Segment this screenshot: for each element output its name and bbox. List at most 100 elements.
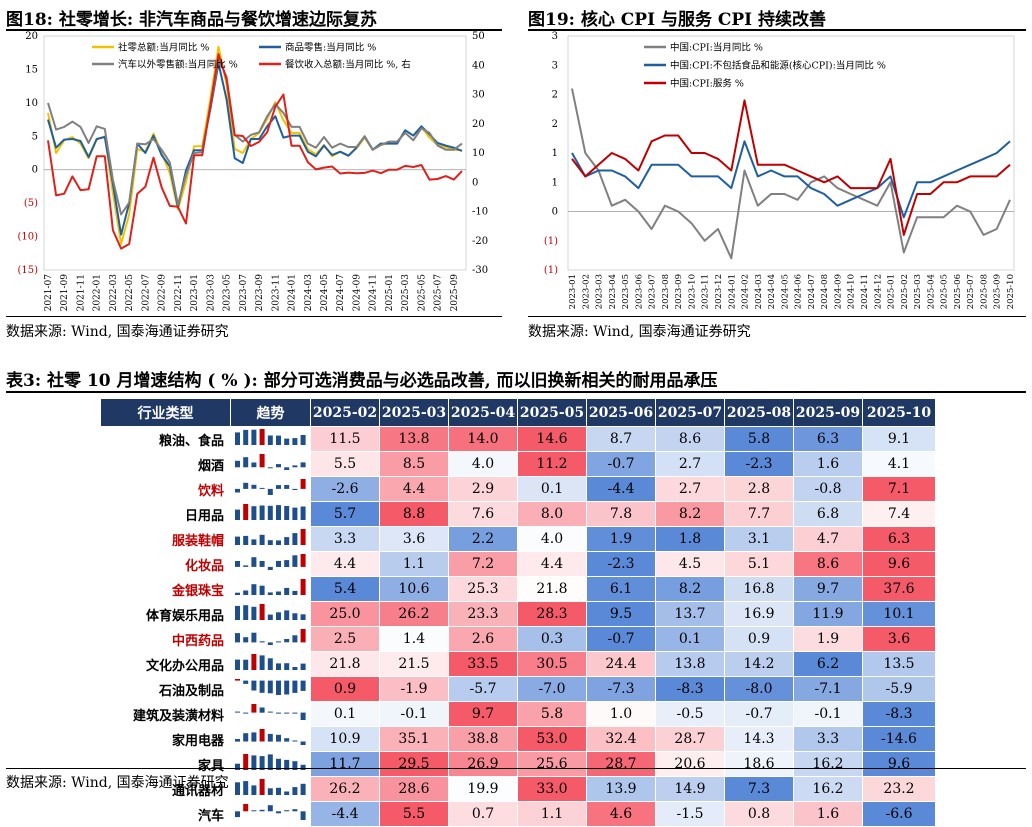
row-category: 家具 [100, 751, 231, 777]
value-cell: -14.6 [862, 726, 936, 752]
value-cell: 28.3 [517, 601, 587, 627]
y-tick-label: 2 [552, 119, 558, 130]
trend-bar [275, 811, 281, 814]
x-tick-label: 2024-10 [847, 274, 857, 309]
trend-bar [267, 566, 273, 570]
value-cell: 0.3 [517, 626, 587, 652]
trend-bar [267, 733, 273, 742]
row-category: 文化办公用品 [100, 651, 231, 677]
trend-bar [234, 605, 240, 620]
fig18-title: 图18: 社零增长: 非汽车商品与餐饮增速边际复苏 [6, 10, 378, 30]
trend-bar [291, 533, 297, 545]
trend-bar [242, 804, 248, 812]
trend-bar [283, 663, 289, 670]
legend-label: 中国:CPI:不包括食品和能源(核心CPI):当月同比 % [670, 60, 886, 72]
y2-tick-label: 20 [472, 119, 485, 130]
value-cell: 53.0 [517, 726, 587, 752]
value-cell: -7.3 [586, 676, 656, 702]
trend-sparkline-svg [234, 429, 306, 445]
trend-bar [291, 712, 297, 714]
x-tick-label: 2023-08 [661, 274, 671, 309]
trend-bar [275, 680, 281, 695]
table-row: 体育娱乐用品 25.0 26.2 23.3 28.3 9.5 13.7 16.9 11.9 10.… [100, 601, 936, 627]
value-cell: 4.1 [862, 451, 936, 477]
value-cell: 6.3 [793, 426, 863, 452]
x-tick-label: 2021-07 [44, 274, 54, 312]
value-cell: 4.4 [517, 551, 587, 577]
value-cell: -8.3 [655, 676, 725, 702]
value-cell: 35.1 [379, 726, 449, 752]
trend-bar [300, 741, 306, 745]
row-category: 日用品 [100, 501, 231, 527]
value-cell: 3.1 [724, 526, 794, 552]
y2-tick-label: -30 [472, 265, 488, 276]
table-row: 饮料 -2.6 4.4 2.9 0.1 -4.4 2.7 2.8 -0.8 7.1 [100, 476, 936, 502]
trend-sparkline [230, 426, 311, 452]
trend-bar [275, 540, 281, 545]
value-cell: 14.6 [517, 426, 587, 452]
y-tick-label: (5) [24, 198, 38, 209]
trend-bar [275, 612, 281, 620]
trend-bar [234, 659, 240, 670]
trend-bar [283, 791, 289, 795]
table-row: 家用电器 10.9 35.1 38.8 53.0 32.4 28.7 14.3 3.3 -14.6 [100, 726, 936, 752]
trend-bar [291, 555, 297, 567]
trend-bar [267, 642, 273, 645]
trend-bar [259, 505, 265, 520]
fig18-chart: 20151050(5)(10)(15)50403020100-10-20-302… [17, 31, 488, 312]
header-month: 2025-03 [379, 398, 449, 427]
x-tick-label: 2023-11 [701, 274, 711, 309]
value-cell: 4.0 [517, 526, 587, 552]
value-cell: 13.9 [586, 776, 656, 802]
value-cell: 1.6 [793, 801, 863, 827]
value-cell: 9.6 [862, 551, 936, 577]
x-tick-label: 2023-09 [674, 274, 684, 309]
value-cell: 16.8 [724, 576, 794, 602]
value-cell: 5.4 [310, 576, 380, 602]
y-tick-label: 0 [552, 207, 558, 218]
x-tick-label: 2023-01 [190, 274, 200, 311]
x-tick-label: 2024-04 [767, 274, 777, 309]
value-cell: 32.4 [586, 726, 656, 752]
trend-bar [283, 506, 289, 520]
value-cell: -1.9 [379, 676, 449, 702]
trend-bar [275, 734, 281, 742]
table3-bottom-rule [6, 768, 1026, 769]
trend-bar [250, 606, 256, 620]
value-cell: 8.6 [793, 551, 863, 577]
value-cell: 7.7 [724, 501, 794, 527]
value-cell: 8.2 [655, 501, 725, 527]
value-cell: 1.0 [586, 701, 656, 727]
value-cell: 10.6 [379, 576, 449, 602]
row-category: 饮料 [100, 476, 231, 502]
x-tick-label: 2024-01 [727, 274, 737, 309]
value-cell: -5.9 [862, 676, 936, 702]
x-tick-label: 2023-01 [568, 274, 578, 309]
value-cell: 28.6 [379, 776, 449, 802]
series-line-4 [47, 53, 463, 250]
trend-sparkline [230, 626, 311, 652]
trend-bar [291, 488, 297, 490]
fig18-source: 数据来源: Wind, 国泰海通证券研究 [6, 324, 229, 340]
trend-bar [242, 457, 248, 468]
trend-sparkline [230, 601, 311, 627]
fig19-title: 图19: 核心 CPI 与服务 CPI 持续改善 [528, 10, 827, 30]
value-cell: 11.9 [793, 601, 863, 627]
value-cell: 10.9 [310, 726, 380, 752]
trend-bar [234, 782, 240, 795]
value-cell: 5.5 [379, 801, 449, 827]
trend-bar [267, 614, 273, 620]
value-cell: 7.6 [448, 501, 518, 527]
trend-bar [283, 560, 289, 567]
y2-tick-label: -20 [472, 236, 488, 247]
value-cell: 0.1 [517, 476, 587, 502]
trend-bar [242, 482, 248, 489]
trend-bar [259, 604, 265, 620]
trend-bar [259, 680, 265, 693]
value-cell: 2.8 [724, 476, 794, 502]
x-tick-label: 2023-04 [608, 274, 618, 309]
trend-sparkline-svg [234, 804, 306, 820]
y-tick-label: 20 [25, 31, 38, 42]
x-tick-label: 2022-07 [141, 274, 151, 312]
value-cell: 33.5 [448, 651, 518, 677]
